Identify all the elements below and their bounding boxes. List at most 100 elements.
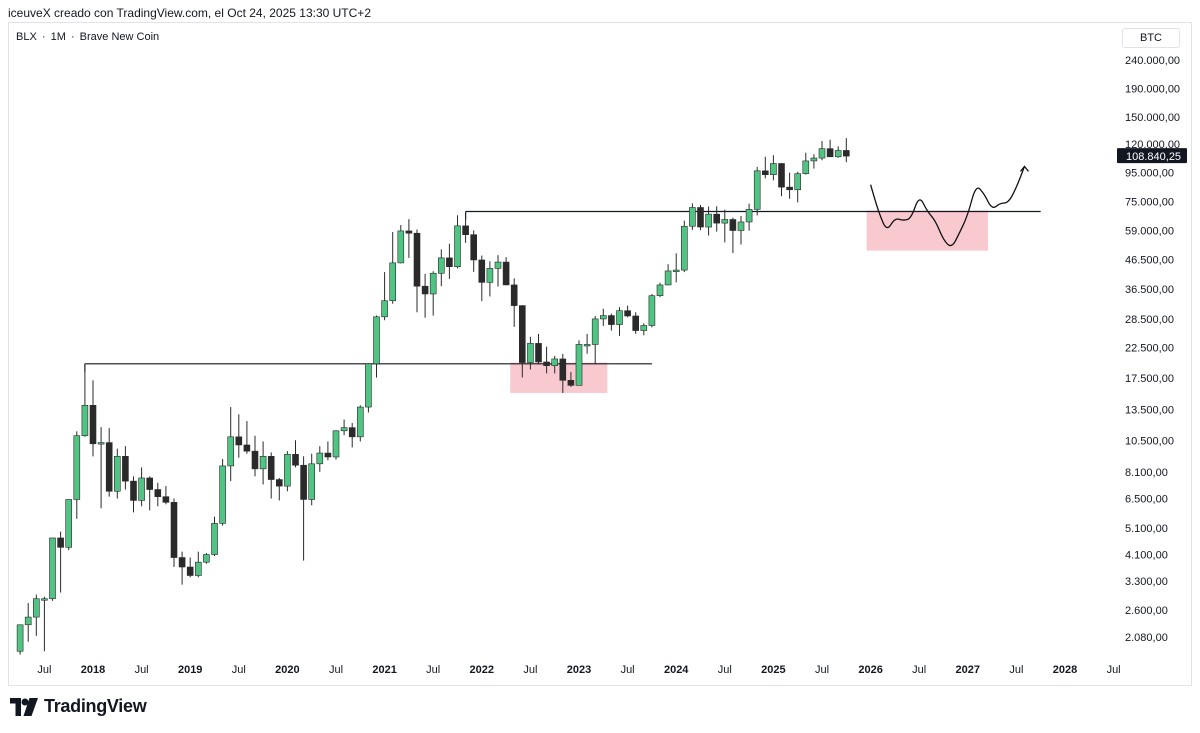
candle-body-down [421, 285, 429, 295]
y-axis-label: 4.100,00 [1125, 550, 1168, 562]
candle-body-down [146, 477, 153, 490]
candle [65, 499, 72, 551]
candle [365, 363, 372, 413]
y-axis-label: 75.000,00 [1125, 196, 1174, 208]
candle-body-up [381, 300, 388, 318]
y-axis-label: 3.300,00 [1125, 576, 1168, 588]
candle-body-down [446, 257, 453, 268]
currency-selector[interactable]: BTC [1122, 28, 1180, 48]
candle [356, 405, 364, 442]
candle [559, 353, 567, 393]
candle-body-up [648, 295, 656, 326]
candle-body-up [818, 148, 826, 159]
candle-body-up [308, 463, 316, 500]
candle-body-down [697, 207, 704, 228]
y-axis-label: 13.500,00 [1125, 405, 1174, 417]
candle [243, 421, 251, 454]
candle-body-up [389, 262, 397, 302]
candle-body-up [753, 170, 761, 210]
x-axis-label: Jul [232, 664, 246, 676]
x-axis-label: 2024 [664, 664, 689, 676]
candle [624, 305, 631, 318]
candle [251, 435, 259, 477]
candle [211, 516, 218, 557]
candle [689, 203, 696, 230]
candle-body-down [154, 489, 162, 497]
candle-body-up [575, 344, 583, 386]
candle [486, 261, 494, 297]
candle-body-down [729, 219, 737, 231]
candle [421, 273, 429, 318]
candle [154, 482, 162, 507]
candle [16, 624, 24, 655]
y-axis-label: 17.500,00 [1125, 373, 1174, 385]
candle-body-down [786, 186, 793, 191]
candle-body-up [227, 436, 234, 467]
candle [41, 596, 48, 652]
candle [502, 257, 510, 286]
candle-body-down [348, 427, 356, 438]
x-axis-label: Jul [37, 664, 51, 676]
candle-body-down [89, 405, 97, 445]
candle-body-down [186, 566, 194, 576]
candle [802, 152, 810, 175]
candle-body-down [470, 234, 478, 261]
candle [648, 293, 656, 328]
candle [332, 430, 340, 460]
candle [616, 307, 623, 336]
tradingview-logo-icon [10, 697, 38, 716]
x-axis-label: Jul [426, 664, 440, 676]
candle [178, 551, 186, 585]
y-axis-label: 150.000,00 [1125, 112, 1180, 124]
candle [381, 272, 388, 321]
candle [81, 363, 89, 437]
candle-body-down [105, 442, 113, 492]
candle-body-down [624, 310, 631, 317]
y-axis-label: 28.500,00 [1125, 314, 1174, 326]
candle-body-up [32, 598, 40, 618]
x-axis-label: Jul [815, 664, 829, 676]
x-axis-label: Jul [718, 664, 732, 676]
candle-body-up [834, 150, 842, 158]
support-zone [510, 362, 608, 393]
x-axis-label: 2023 [567, 664, 591, 676]
candle [713, 206, 721, 232]
candle-body-up [689, 207, 696, 227]
symbol-ticker: BLX [16, 31, 37, 43]
candle [470, 230, 478, 272]
candle [227, 407, 234, 482]
candle [462, 211, 469, 243]
y-axis-label: 6.500,00 [1125, 494, 1168, 506]
candle [608, 313, 615, 331]
candle [97, 427, 105, 509]
candle [656, 282, 664, 298]
candle-body-down [235, 436, 243, 446]
candle [721, 209, 729, 243]
candle [737, 215, 745, 245]
candle-body-up [138, 477, 145, 501]
symbol-interval: 1M [50, 31, 66, 43]
candle [138, 467, 145, 507]
x-axis-label: Jul [1009, 664, 1023, 676]
x-axis-label: 2018 [81, 664, 105, 676]
candle-body-up [65, 499, 72, 548]
candle-body-up [429, 272, 437, 295]
y-axis-label: 95.000,00 [1125, 168, 1174, 180]
candle-body-up [770, 163, 777, 175]
y-axis-label: 46.500,00 [1125, 254, 1174, 266]
candle-body-up [259, 456, 267, 470]
projection-arrow-icon [1019, 165, 1030, 172]
tradingview-logo[interactable]: TradingView [10, 696, 147, 717]
candle [818, 141, 826, 161]
candle [664, 264, 672, 286]
candle [640, 323, 648, 336]
candle [195, 551, 202, 578]
candle [454, 215, 461, 269]
x-axis-label: 2020 [275, 664, 299, 676]
candle [429, 271, 437, 316]
last-price-label: 108.840,25 [1126, 151, 1181, 163]
candle [284, 451, 291, 492]
candle [745, 203, 753, 231]
candle [300, 456, 307, 561]
